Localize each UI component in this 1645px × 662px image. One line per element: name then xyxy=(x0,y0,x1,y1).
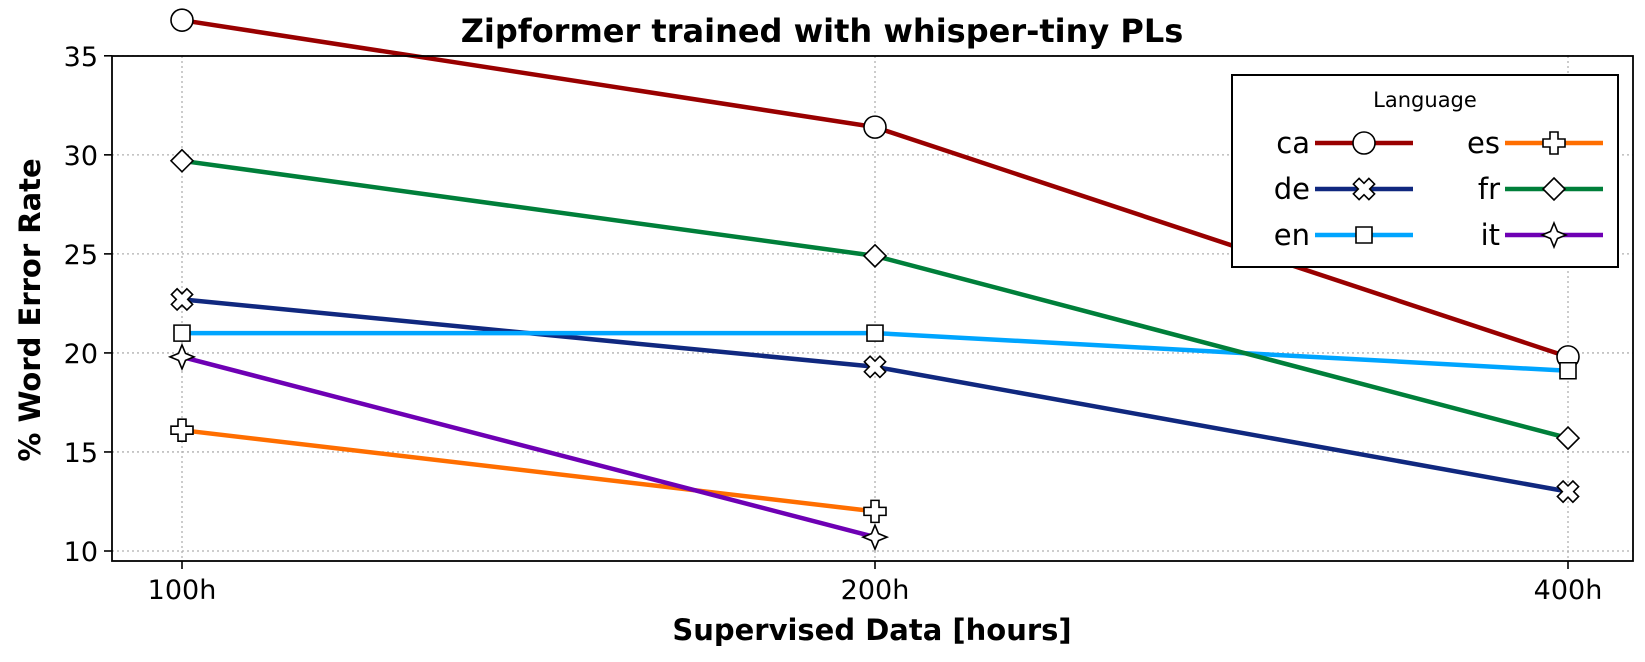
legend-marker xyxy=(1355,226,1373,244)
y-tick-label: 10 xyxy=(64,537,98,568)
data-point-ca xyxy=(863,115,887,139)
legend-entry-fr: fr xyxy=(1478,172,1603,206)
data-point-de xyxy=(863,355,887,379)
legend-label: fr xyxy=(1478,172,1500,206)
legend-marker xyxy=(1352,131,1376,155)
x-tick-label: 200h xyxy=(841,575,910,606)
legend-marker xyxy=(1352,177,1376,201)
axis-ticks: 100h 200h 400h 10 15 20 25 30 35 xyxy=(64,42,1603,606)
legend-entry-es: es xyxy=(1467,126,1603,160)
series-es xyxy=(170,418,887,524)
legend-entry-it: it xyxy=(1481,218,1603,252)
data-point-de xyxy=(1556,479,1580,504)
data-point-fr xyxy=(1555,425,1581,451)
x-tick-label: 100h xyxy=(148,575,217,606)
series-en xyxy=(173,324,1577,380)
data-point-fr xyxy=(862,243,888,268)
data-point-it xyxy=(860,523,890,552)
legend-entry-en: en xyxy=(1274,218,1413,252)
series-it xyxy=(167,342,890,552)
legend-marker xyxy=(1539,220,1569,250)
legend-marker xyxy=(1542,131,1566,155)
data-point-fr xyxy=(169,148,195,173)
x-axis-label: Supervised Data [hours] xyxy=(672,613,1071,647)
legend-label: ca xyxy=(1276,126,1310,160)
y-tick-label: 20 xyxy=(64,339,98,370)
legend-label: de xyxy=(1274,172,1310,206)
legend-marker xyxy=(1541,176,1567,202)
y-tick-label: 25 xyxy=(64,240,98,271)
legend-label: en xyxy=(1274,218,1310,252)
y-tick-label: 15 xyxy=(64,438,98,469)
series-de xyxy=(170,287,1580,504)
series-line-it xyxy=(181,354,876,540)
y-tick-label: 35 xyxy=(64,42,98,73)
series-line-es xyxy=(181,427,876,514)
x-tick-label: 400h xyxy=(1534,575,1603,606)
plot-frame xyxy=(111,55,1634,562)
data-point-en xyxy=(1559,361,1577,380)
legend-title: Language xyxy=(1373,88,1477,112)
data-point-es xyxy=(170,418,194,442)
series-fr xyxy=(169,148,1581,451)
data-point-es xyxy=(863,499,887,524)
data-point-en xyxy=(173,324,191,342)
data-point-it xyxy=(167,342,197,371)
legend-label: es xyxy=(1467,126,1500,160)
chart-title: Zipformer trained with whisper-tiny PLs xyxy=(461,12,1184,50)
legend-label: it xyxy=(1481,218,1500,252)
y-axis-label: % Word Error Rate xyxy=(13,158,47,461)
y-tick-label: 30 xyxy=(64,141,98,172)
legend-entry-de: de xyxy=(1274,172,1413,206)
data-point-de xyxy=(170,287,194,312)
legend-entry-ca: ca xyxy=(1276,126,1413,160)
data-point-en xyxy=(866,324,884,342)
legend: Language ca de en es fr it xyxy=(1231,74,1619,268)
data-point-ca xyxy=(170,8,194,32)
